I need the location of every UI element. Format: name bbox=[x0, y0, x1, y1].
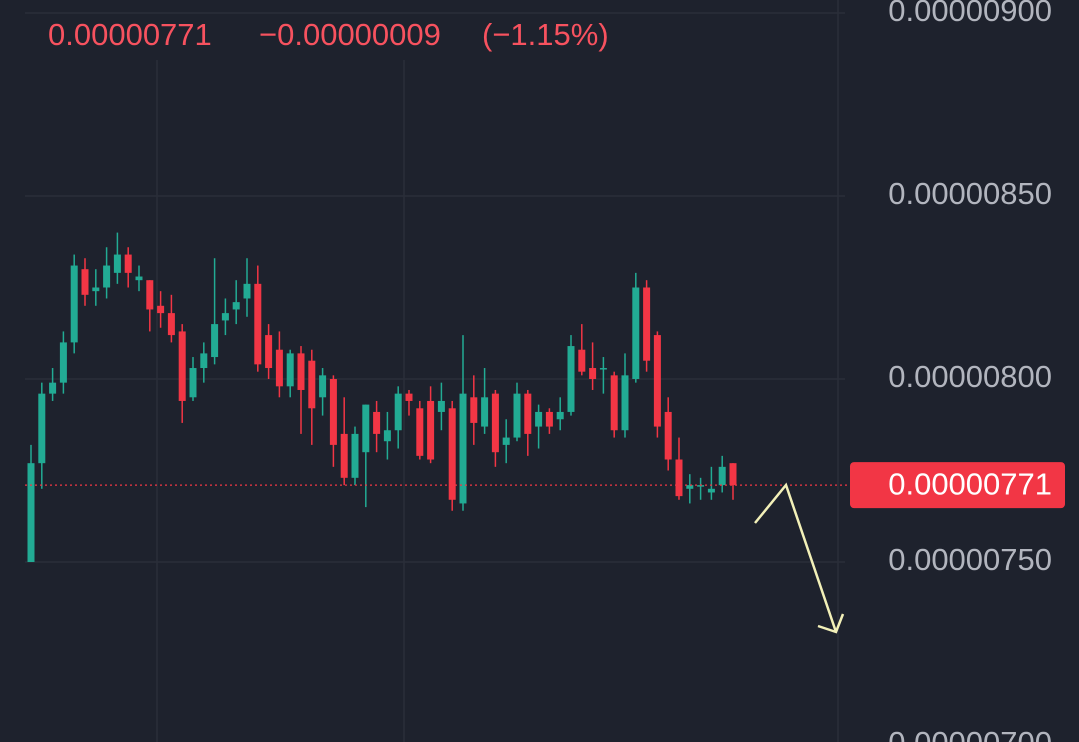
candle-body bbox=[351, 433, 359, 478]
candle-body bbox=[491, 393, 499, 453]
candle-body bbox=[189, 368, 197, 398]
candle-body bbox=[697, 485, 705, 487]
candle-body bbox=[362, 404, 370, 453]
candle-body bbox=[167, 313, 175, 336]
candle-body bbox=[81, 269, 89, 295]
candle-body bbox=[535, 411, 543, 427]
candle-body bbox=[599, 368, 607, 370]
candle-body bbox=[254, 283, 262, 365]
candle-body bbox=[481, 397, 489, 427]
candle-body bbox=[448, 408, 456, 500]
candle-body bbox=[513, 393, 521, 438]
candle-body bbox=[221, 313, 229, 321]
candle-body bbox=[437, 400, 445, 412]
candle-body bbox=[675, 459, 683, 497]
candle-body bbox=[589, 368, 597, 379]
candle-body bbox=[405, 393, 413, 401]
candle-body bbox=[643, 287, 651, 361]
candle-body bbox=[653, 335, 661, 427]
y-tick-label: 0.00000800 bbox=[888, 359, 1052, 394]
candle-body bbox=[92, 287, 100, 292]
candle-body bbox=[578, 349, 586, 372]
last-price-label: 0.00000771 bbox=[888, 466, 1052, 501]
candle-body bbox=[524, 393, 532, 434]
last-price-box bbox=[850, 462, 1065, 509]
plot bbox=[25, 12, 850, 563]
candle-body bbox=[427, 400, 435, 460]
candle-body bbox=[383, 430, 391, 442]
candle-body bbox=[135, 276, 143, 281]
header-change: −0.00000009 bbox=[259, 17, 441, 52]
candle-body bbox=[200, 353, 208, 369]
candle-body bbox=[211, 324, 219, 358]
candle-body bbox=[59, 342, 67, 383]
candle-body bbox=[340, 433, 348, 478]
candle-body bbox=[470, 397, 478, 423]
candle-body bbox=[178, 331, 186, 401]
candle-body bbox=[275, 349, 283, 387]
candle-body bbox=[297, 353, 305, 390]
drawn-arrow bbox=[754, 482, 838, 633]
candle-body bbox=[232, 302, 240, 310]
candle-body bbox=[664, 411, 672, 460]
candle-body bbox=[610, 375, 618, 431]
candle-body bbox=[707, 488, 715, 493]
candle-body bbox=[718, 466, 726, 486]
candle-body bbox=[373, 411, 381, 434]
candle-body bbox=[265, 335, 273, 369]
candle-body bbox=[70, 265, 78, 343]
header: 0.00000771 −0.00000009 (−1.15%) bbox=[48, 17, 609, 52]
y-tick-label: 0.00000900 bbox=[888, 0, 1052, 28]
candle-body bbox=[632, 287, 640, 379]
y-tick-label: 0.00000700 bbox=[888, 725, 1052, 742]
candle-body bbox=[286, 353, 294, 387]
candle-body bbox=[502, 437, 510, 445]
candle-body bbox=[686, 485, 694, 489]
arrow-head bbox=[817, 613, 845, 634]
candle-body bbox=[38, 393, 46, 464]
grid bbox=[156, 0, 839, 742]
candle-body bbox=[459, 393, 467, 504]
candle-body bbox=[124, 254, 132, 273]
candle-body bbox=[103, 265, 111, 288]
header-price: 0.00000771 bbox=[48, 17, 212, 52]
candle-body bbox=[545, 411, 553, 427]
y-tick-label: 0.00000750 bbox=[888, 542, 1052, 577]
header-percent: (−1.15%) bbox=[482, 17, 609, 52]
candle-body bbox=[27, 463, 35, 562]
candle-body bbox=[113, 254, 121, 273]
candle-body bbox=[308, 360, 316, 409]
y-tick-label: 0.00000850 bbox=[888, 176, 1052, 211]
candle-body bbox=[567, 346, 575, 412]
candle-body bbox=[621, 375, 629, 431]
candle-body bbox=[243, 283, 251, 299]
candle-body bbox=[49, 382, 57, 394]
candle-body bbox=[394, 393, 402, 431]
candle-body bbox=[416, 408, 424, 456]
candle-body bbox=[319, 375, 327, 398]
candle-body bbox=[556, 411, 564, 420]
candle-body bbox=[146, 280, 154, 310]
candle-body bbox=[329, 379, 337, 445]
candle-body bbox=[729, 463, 737, 486]
candle-body bbox=[157, 305, 165, 314]
